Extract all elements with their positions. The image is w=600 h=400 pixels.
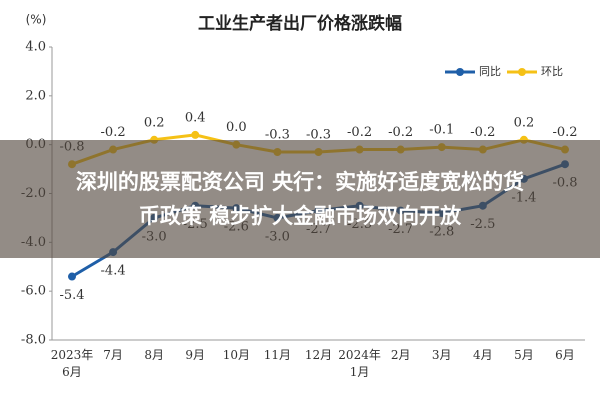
news-banner[interactable]: 深圳的股票配资公司 央行：实施好适度宽松的货 币政策 稳步扩大金融市场双向开放: [0, 140, 600, 258]
y-tick-label: 2.0: [25, 88, 46, 103]
legend-marker: [518, 68, 526, 76]
y-tick-label: 4.0: [25, 40, 46, 55]
legend-marker: [456, 68, 464, 76]
x-tick-label: 4月: [473, 348, 493, 362]
value-label: -0.2: [101, 125, 126, 140]
value-label: -0.2: [388, 125, 413, 140]
value-label: 0.2: [144, 115, 165, 130]
value-label: -0.2: [347, 125, 372, 140]
value-label: -0.3: [265, 127, 290, 142]
y-tick-label: -6.0: [21, 284, 46, 299]
banner-line: 币政策 稳步扩大金融市场双向开放: [138, 204, 462, 228]
x-tick-label: 5月: [514, 348, 534, 362]
y-axis-label: (%): [26, 13, 47, 27]
x-tick-label: 6月: [555, 348, 575, 362]
value-label: -5.4: [59, 288, 84, 303]
x-tick-label: 7月: [103, 348, 123, 362]
value-label: 0.2: [514, 115, 535, 130]
x-tick-label: 12月: [304, 348, 333, 362]
legend-label: 同比: [479, 65, 501, 78]
value-label: -0.1: [429, 123, 454, 138]
value-label: 0.0: [226, 120, 247, 135]
x-tick-label: 3月: [431, 348, 452, 362]
y-tick-label: -8.0: [21, 333, 46, 348]
legend-label: 环比: [541, 65, 563, 78]
value-label: -0.2: [470, 125, 495, 140]
point: [191, 130, 200, 139]
x-tick-label: 2月: [390, 348, 411, 362]
value-label: -0.3: [306, 127, 331, 142]
x-tick-label: 10月: [222, 348, 250, 362]
banner-line: 深圳的股票配资公司 央行：实施好适度宽松的货: [75, 170, 525, 194]
value-label: -4.4: [101, 264, 126, 279]
x-tick-label: 2023年6月: [50, 348, 94, 379]
x-tick-label: 11月: [263, 348, 292, 362]
chart-title: 工业生产者出厂价格涨跌幅: [198, 13, 402, 34]
x-tick-label: 8月: [144, 348, 164, 362]
x-tick-label: 2024年1月: [338, 348, 381, 379]
value-label: -0.2: [552, 125, 577, 140]
value-label: 0.4: [185, 110, 206, 125]
x-tick-label: 9月: [185, 348, 206, 362]
point: [68, 272, 76, 281]
